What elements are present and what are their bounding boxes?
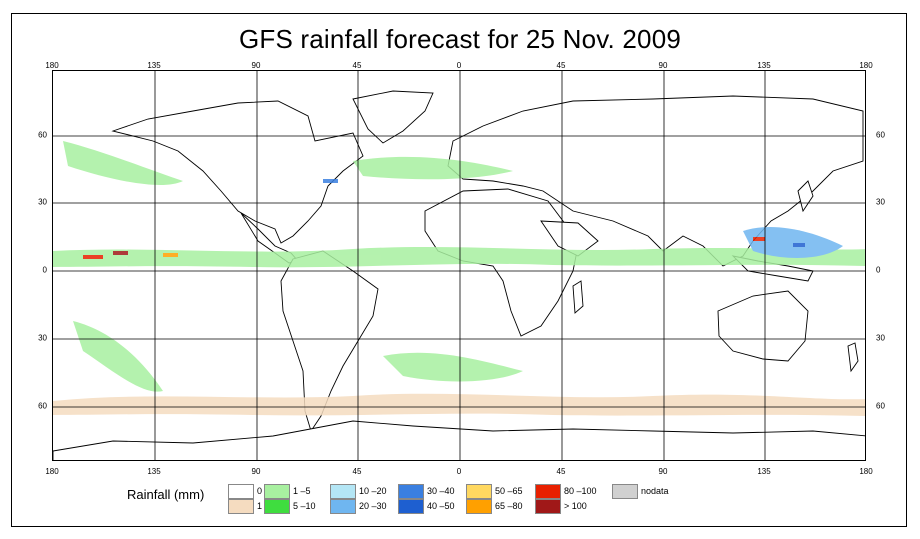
legend-swatch-7 [398,499,424,514]
lat-tick-label: 0 [876,265,881,275]
legend-swatch-5 [330,499,356,514]
rain-cell [323,179,338,183]
lon-tick-label: 45 [352,61,362,70]
legend-label-4: 10 –20 [359,486,387,496]
legend-label-0: 0 [257,486,263,496]
rainfall-map [52,70,866,461]
rain-band-south-atlantic [383,352,523,382]
antarctica [53,420,865,460]
legend-swatch-3 [264,499,290,514]
lon-tick-label: 45 [352,467,362,476]
lon-tick-label: 45 [556,467,566,476]
legend-swatch-10 [535,484,561,499]
lon-tick-label: 45 [556,61,566,70]
lat-tick-label: 60 [876,130,885,140]
lat-tick-label: 60 [38,401,47,411]
legend-label-10: 80 –100 [564,486,597,496]
japan [797,180,814,213]
lat-tick-label: 60 [38,130,47,140]
legend-swatch-0 [228,484,254,499]
legend-label-7: 40 –50 [427,501,455,511]
lon-tick-label: 135 [147,467,161,476]
rain-band-itcz [53,247,865,268]
figure-frame [11,13,907,527]
north-america [111,100,364,244]
rain-cell [113,251,128,255]
australia [717,290,809,362]
legend-label-1: 1 [257,501,263,511]
rain-band-north-pacific [63,141,183,186]
lon-tick-label: 135 [757,61,771,70]
rain-cell [163,253,178,257]
lat-tick-label: 30 [38,333,47,343]
greenland [352,90,434,144]
legend-label-12: nodata [641,486,669,496]
lon-tick-label: 90 [251,467,261,476]
rainfall-fields [53,141,865,416]
new-zealand [847,342,859,373]
legend-swatch-1 [228,499,254,514]
graticule [53,71,865,460]
lon-tick-label: 180 [859,467,873,476]
legend-label-3: 5 –10 [293,501,316,511]
lat-tick-label: 0 [42,265,47,275]
rain-cell [753,237,765,241]
rain-band-south-pacific [73,321,163,392]
legend-label-6: 30 –40 [427,486,455,496]
legend-title: Rainfall (mm) [127,487,205,502]
lat-tick-label: 60 [876,401,885,411]
rain-band-west-pacific [743,226,843,258]
legend-label-5: 20 –30 [359,501,387,511]
madagascar [572,280,584,314]
rain-band-north-atlantic [353,156,513,180]
lon-tick-label: 0 [456,61,462,70]
legend-swatch-9 [466,499,492,514]
lat-tick-label: 30 [38,197,47,207]
lon-tick-label: 180 [859,61,873,70]
legend-label-2: 1 –5 [293,486,311,496]
arabia [540,220,599,257]
lat-tick-label: 30 [876,333,885,343]
lon-tick-label: 135 [147,61,161,70]
lon-tick-label: 180 [45,61,59,70]
legend-swatch-6 [398,484,424,499]
legend-swatch-12 [612,484,638,499]
legend-label-8: 50 –65 [495,486,523,496]
legend-swatch-4 [330,484,356,499]
legend-label-9: 65 –80 [495,501,523,511]
rainfall-map-svg [53,71,865,460]
legend-label-11: > 100 [564,501,587,511]
rain-cell [793,243,805,247]
lon-tick-label: 90 [658,467,668,476]
legend-swatch-2 [264,484,290,499]
lat-tick-label: 30 [876,197,885,207]
rain-band-southern-ocean [53,393,865,416]
lon-tick-label: 90 [658,61,668,70]
lon-tick-label: 90 [251,61,261,70]
legend-swatch-8 [466,484,492,499]
lon-tick-label: 135 [757,467,771,476]
map-title: GFS rainfall forecast for 25 Nov. 2009 [238,24,682,54]
rain-cell [83,255,103,259]
legend-swatch-11 [535,499,561,514]
lon-tick-label: 180 [45,467,59,476]
lon-tick-label: 0 [456,467,462,476]
